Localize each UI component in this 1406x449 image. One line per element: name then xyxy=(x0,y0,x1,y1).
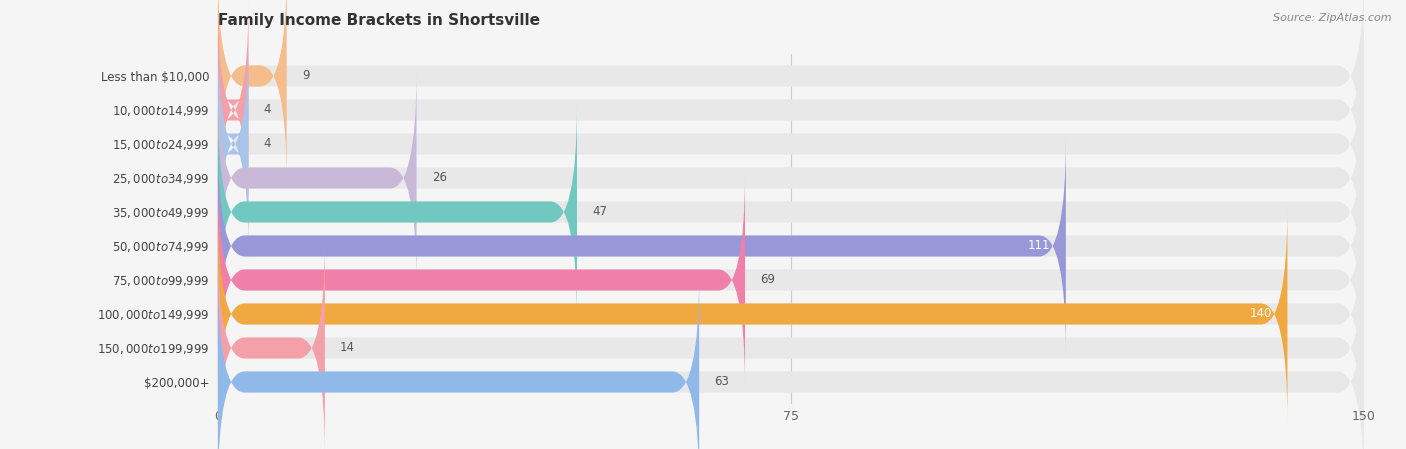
FancyBboxPatch shape xyxy=(218,273,1364,449)
Text: 111: 111 xyxy=(1028,239,1050,252)
Text: 69: 69 xyxy=(761,273,775,286)
FancyBboxPatch shape xyxy=(218,172,1364,388)
FancyBboxPatch shape xyxy=(218,206,1364,423)
Text: 9: 9 xyxy=(302,70,309,83)
Text: Family Income Brackets in Shortsville: Family Income Brackets in Shortsville xyxy=(218,13,540,28)
Text: 14: 14 xyxy=(340,342,356,355)
Text: 4: 4 xyxy=(264,137,271,150)
Text: 4: 4 xyxy=(264,103,271,116)
FancyBboxPatch shape xyxy=(218,239,325,449)
FancyBboxPatch shape xyxy=(218,0,287,185)
FancyBboxPatch shape xyxy=(218,104,576,321)
FancyBboxPatch shape xyxy=(218,206,1288,423)
Text: 47: 47 xyxy=(592,206,607,219)
FancyBboxPatch shape xyxy=(218,70,1364,286)
FancyBboxPatch shape xyxy=(218,137,1364,354)
FancyBboxPatch shape xyxy=(218,1,1364,219)
FancyBboxPatch shape xyxy=(218,273,699,449)
FancyBboxPatch shape xyxy=(218,239,1364,449)
FancyBboxPatch shape xyxy=(218,35,249,252)
FancyBboxPatch shape xyxy=(218,104,1364,321)
Text: 63: 63 xyxy=(714,375,730,388)
FancyBboxPatch shape xyxy=(218,137,1066,354)
Text: Source: ZipAtlas.com: Source: ZipAtlas.com xyxy=(1274,13,1392,23)
FancyBboxPatch shape xyxy=(218,172,745,388)
Text: 26: 26 xyxy=(432,172,447,185)
FancyBboxPatch shape xyxy=(218,70,416,286)
FancyBboxPatch shape xyxy=(218,0,1364,185)
FancyBboxPatch shape xyxy=(218,35,1364,252)
Text: 140: 140 xyxy=(1250,308,1272,321)
FancyBboxPatch shape xyxy=(218,1,249,219)
